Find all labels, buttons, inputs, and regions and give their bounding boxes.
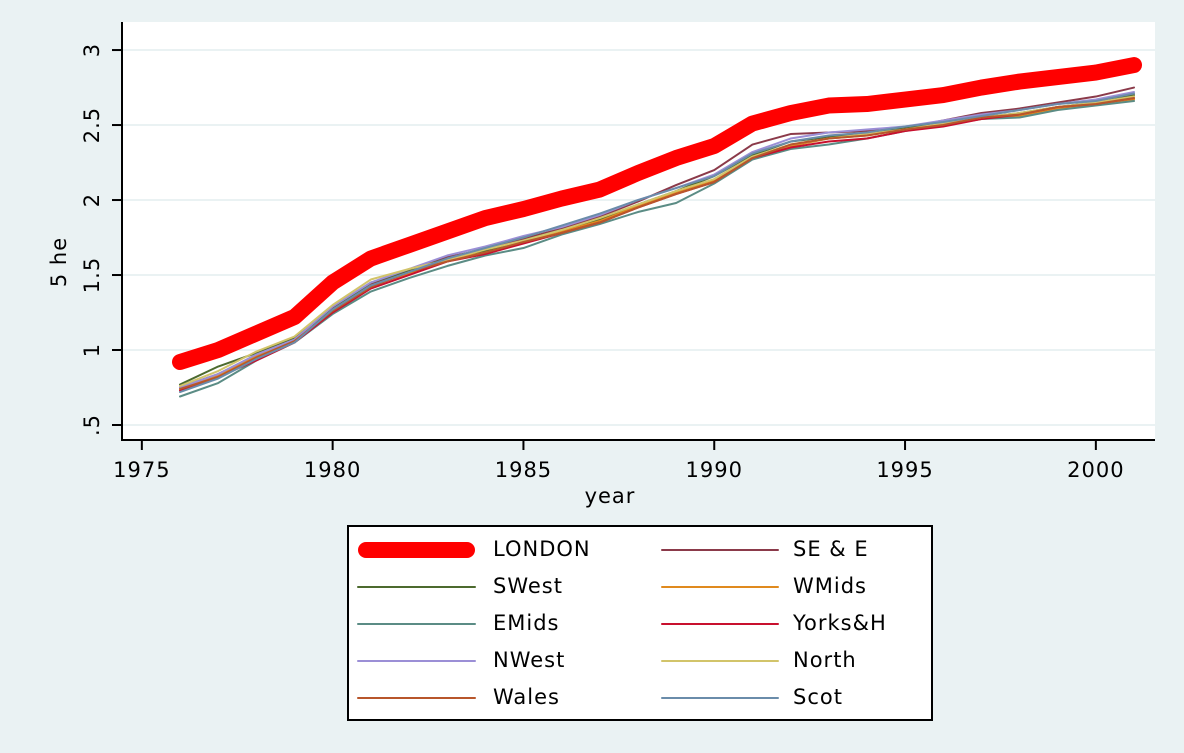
y-tick-label: 1 [80, 343, 104, 357]
legend-label: Wales [493, 685, 560, 709]
series-line [179, 92, 1136, 394]
x-axis-label: year [585, 484, 636, 508]
legend-label: WMids [793, 574, 867, 598]
legend-label: Scot [793, 685, 843, 709]
x-tick-label: 1975 [113, 458, 170, 482]
x-tick-label: 1990 [686, 458, 743, 482]
y-axis-label: 5 he [47, 237, 71, 287]
series-line [172, 57, 1143, 371]
legend-label: NWest [493, 648, 565, 672]
legend-label: North [793, 648, 857, 672]
y-tick-label: 3 [80, 43, 104, 57]
y-tick-label: 1.5 [80, 257, 104, 293]
x-tick-label: 1980 [304, 458, 361, 482]
legend-label: SWest [493, 574, 563, 598]
legend-label: EMids [493, 611, 560, 635]
y-tick-label: 2.5 [80, 107, 104, 143]
x-tick-label: 1995 [876, 458, 933, 482]
legend-label: SE & E [793, 537, 869, 561]
legend-label: Yorks&H [792, 611, 887, 635]
x-tick-label: 2000 [1067, 458, 1124, 482]
y-tick-label: .5 [80, 414, 104, 436]
x-tick-label: 1985 [495, 458, 552, 482]
series-line [179, 97, 1136, 391]
y-tick-label: 2 [80, 193, 104, 207]
legend-label: LONDON [493, 537, 591, 561]
